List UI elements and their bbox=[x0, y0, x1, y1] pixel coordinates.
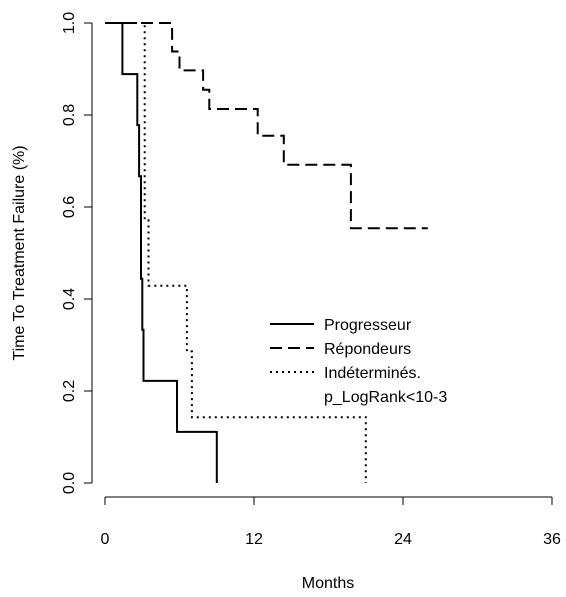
y-axis-label: Time To Treatment Failure (%) bbox=[11, 145, 28, 360]
y-tick-label: 0.6 bbox=[61, 196, 78, 218]
y-axis: 0.0 0.2 0.4 0.6 0.8 1.0 bbox=[61, 12, 93, 494]
y-tick-label: 0.8 bbox=[61, 104, 78, 126]
y-tick-label: 0.0 bbox=[61, 472, 78, 494]
x-tick-label: 0 bbox=[101, 531, 110, 548]
x-axis-label: Months bbox=[302, 575, 354, 592]
y-tick-label: 0.2 bbox=[61, 380, 78, 402]
y-tick-label: 1.0 bbox=[61, 12, 78, 34]
legend: Progresseur Répondeurs Indéterminés. p_L… bbox=[270, 317, 447, 406]
series-line-ind-termin-s bbox=[105, 22, 367, 483]
legend-label-repondeurs: Répondeurs bbox=[324, 341, 411, 358]
series-layer bbox=[105, 22, 428, 483]
legend-label-progresseur: Progresseur bbox=[324, 317, 412, 334]
legend-label-indetermines: Indéterminés. bbox=[324, 365, 421, 382]
y-tick-label: 0.4 bbox=[61, 288, 78, 310]
series-line-progresseur bbox=[105, 22, 218, 483]
x-tick-label: 36 bbox=[543, 531, 561, 548]
x-tick-label: 24 bbox=[394, 531, 412, 548]
legend-logrank-note: p_LogRank<10-3 bbox=[324, 389, 447, 406]
x-tick-label: 12 bbox=[245, 531, 263, 548]
series-line-r-pondeurs bbox=[105, 22, 428, 230]
x-axis: 0 12 24 36 bbox=[101, 496, 561, 548]
